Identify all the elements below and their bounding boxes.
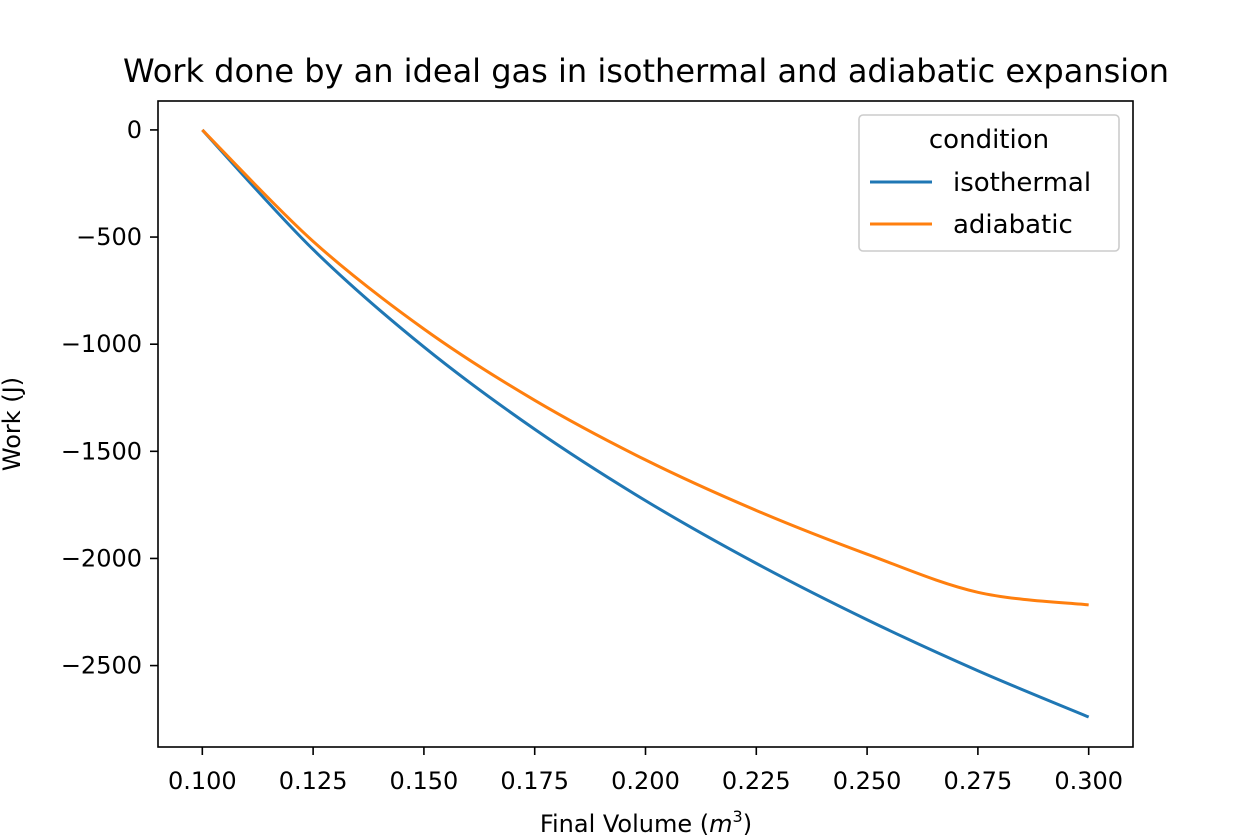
- x-tick-label: 0.250: [833, 767, 902, 795]
- x-tick-label: 0.225: [722, 767, 791, 795]
- legend: condition isothermal adiabatic: [858, 114, 1120, 252]
- y-tick-label: −2000: [61, 544, 142, 572]
- x-tick-label: 0.100: [168, 767, 237, 795]
- series-layer: [201, 128, 1090, 719]
- x-axis-label: Final Volume (m3): [540, 807, 752, 838]
- x-tick-label: 0.200: [611, 767, 680, 795]
- legend-title: condition: [929, 125, 1049, 155]
- x-axis-label-var: m: [709, 810, 732, 838]
- legend-box: [858, 114, 1120, 252]
- y-tick-label: −500: [76, 223, 142, 251]
- x-axis-label-close: ): [743, 810, 752, 838]
- series-line-isothermal: [201, 128, 1090, 719]
- x-axis-ticks: 0.100 0.125 0.150 0.175 0.200 0.225 0.250 0.275…: [168, 747, 1123, 795]
- x-tick-label: 0.175: [500, 767, 569, 795]
- y-tick-label: 0: [127, 116, 142, 144]
- legend-label-adiabatic: adiabatic: [953, 210, 1073, 240]
- y-axis-label: Work (J): [0, 377, 26, 471]
- x-tick-label: 0.125: [279, 767, 348, 795]
- x-axis-label-sup: 3: [733, 807, 743, 826]
- series-line-adiabatic: [201, 128, 1089, 607]
- axes-frame: [157, 100, 1134, 748]
- x-tick-label: 0.150: [390, 767, 459, 795]
- legend-label-isothermal: isothermal: [953, 168, 1091, 198]
- x-axis-label-base: Final Volume (: [540, 810, 709, 838]
- y-tick-label: −2500: [61, 652, 142, 680]
- y-tick-label: −1500: [61, 437, 142, 465]
- chart-title: Work done by an ideal gas in isothermal …: [123, 52, 1169, 90]
- y-axis-ticks: 0 −500 −1000 −1500 −2000 −2500: [61, 116, 158, 680]
- x-tick-label: 0.275: [944, 767, 1013, 795]
- y-tick-label: −1000: [61, 330, 142, 358]
- x-tick-label: 0.300: [1054, 767, 1123, 795]
